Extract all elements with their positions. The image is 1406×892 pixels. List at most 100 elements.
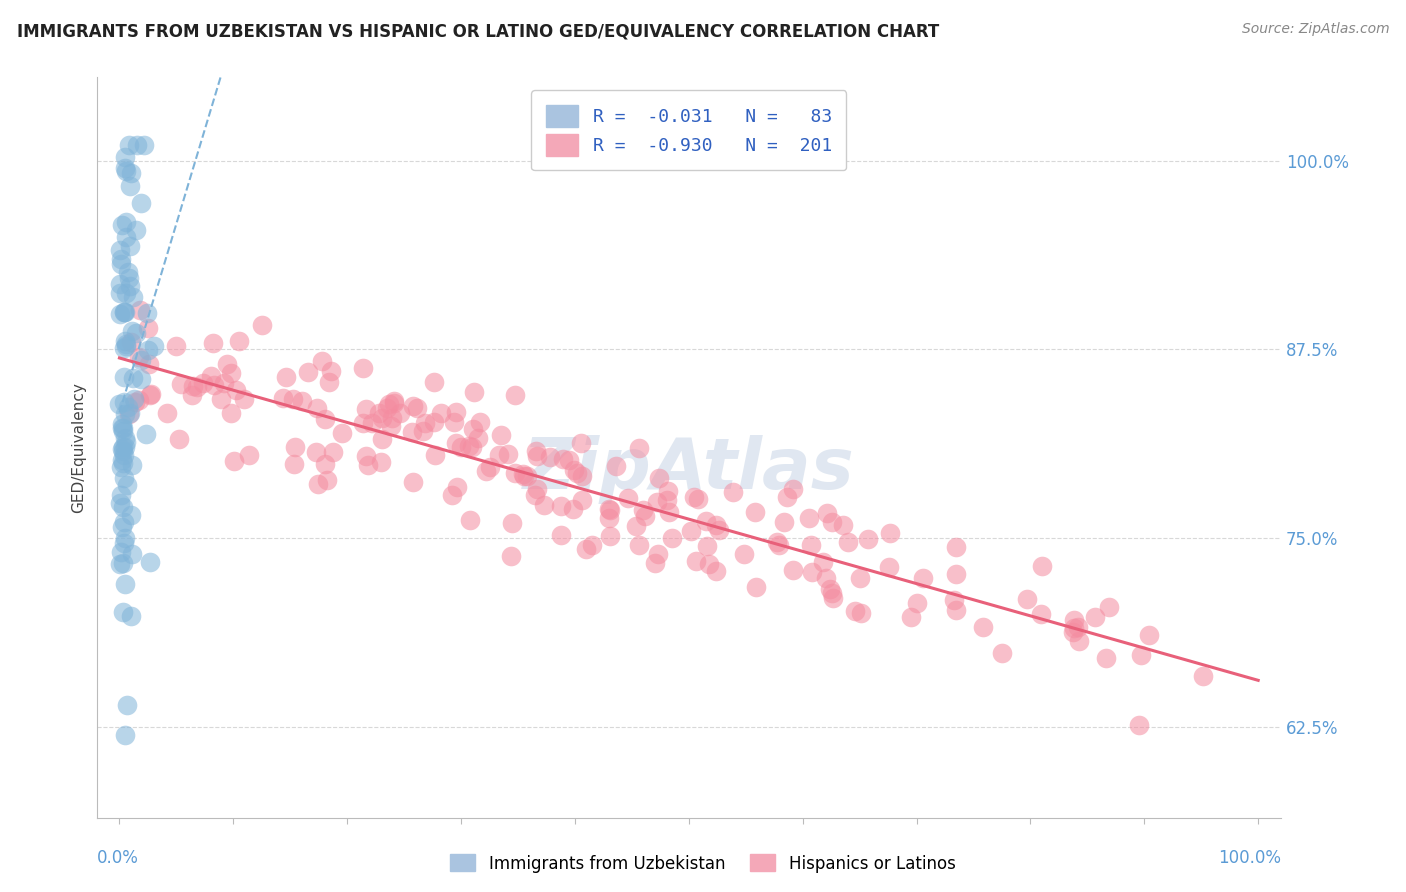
Point	[402, 399, 425, 413]
Point	[744, 506, 766, 520]
Point	[215, 358, 238, 372]
Point	[821, 591, 844, 605]
Point	[111, 442, 134, 456]
Point	[115, 478, 138, 492]
Point	[110, 488, 132, 502]
Point	[112, 516, 135, 530]
Point	[111, 440, 134, 454]
Point	[467, 431, 489, 445]
Point	[561, 501, 583, 516]
Point	[357, 458, 380, 473]
Point	[657, 483, 679, 498]
Point	[911, 571, 934, 585]
Point	[382, 396, 405, 410]
Point	[297, 365, 319, 379]
Point	[129, 302, 152, 317]
Point	[225, 383, 247, 397]
Point	[695, 514, 717, 528]
Point	[900, 610, 922, 624]
Point	[945, 603, 967, 617]
Point	[1015, 591, 1038, 606]
Point	[181, 379, 204, 393]
Text: Source: ZipAtlas.com: Source: ZipAtlas.com	[1241, 22, 1389, 37]
Point	[821, 515, 844, 529]
Point	[136, 343, 159, 358]
Point	[1137, 628, 1160, 642]
Point	[818, 582, 841, 597]
Point	[499, 549, 522, 563]
Point	[110, 218, 132, 232]
Point	[446, 436, 468, 450]
Point	[115, 339, 138, 353]
Y-axis label: GED/Equivalency: GED/Equivalency	[72, 383, 86, 513]
Point	[704, 517, 727, 532]
Point	[125, 326, 148, 340]
Point	[219, 406, 242, 420]
Point	[200, 368, 222, 383]
Point	[801, 565, 824, 579]
Point	[181, 388, 204, 402]
Point	[562, 463, 585, 477]
Point	[598, 502, 620, 516]
Point	[551, 451, 574, 466]
Point	[685, 554, 707, 568]
Point	[415, 417, 437, 431]
Point	[110, 545, 132, 559]
Point	[165, 339, 187, 353]
Point	[111, 500, 134, 515]
Point	[118, 270, 141, 285]
Point	[120, 609, 142, 624]
Point	[811, 555, 834, 569]
Point	[599, 529, 621, 543]
Point	[112, 305, 135, 319]
Point	[353, 417, 375, 431]
Point	[814, 571, 837, 585]
Point	[186, 380, 208, 394]
Point	[232, 392, 254, 406]
Point	[558, 453, 581, 467]
Point	[501, 516, 523, 530]
Point	[138, 388, 160, 402]
Point	[1062, 624, 1084, 639]
Point	[108, 285, 131, 300]
Point	[111, 421, 134, 435]
Point	[228, 334, 250, 348]
Point	[114, 440, 136, 454]
Point	[112, 471, 135, 485]
Point	[132, 138, 155, 153]
Point	[422, 415, 444, 429]
Point	[381, 411, 404, 425]
Point	[401, 425, 423, 439]
Point	[108, 277, 131, 291]
Point	[319, 364, 342, 378]
Point	[571, 492, 593, 507]
Point	[446, 479, 468, 493]
Point	[575, 542, 598, 557]
Point	[458, 513, 481, 527]
Point	[111, 605, 134, 619]
Point	[371, 433, 394, 447]
Point	[250, 318, 273, 333]
Point	[361, 416, 384, 430]
Point	[128, 393, 150, 408]
Point	[111, 452, 134, 467]
Point	[605, 458, 627, 473]
Point	[443, 415, 465, 429]
Point	[274, 370, 297, 384]
Point	[135, 426, 157, 441]
Point	[118, 279, 141, 293]
Point	[844, 604, 866, 618]
Point	[380, 418, 402, 433]
Point	[468, 415, 491, 429]
Point	[114, 230, 136, 244]
Point	[384, 394, 406, 409]
Point	[516, 469, 538, 483]
Point	[879, 526, 901, 541]
Point	[776, 490, 799, 504]
Point	[647, 547, 669, 561]
Point	[489, 428, 512, 442]
Point	[550, 499, 572, 513]
Point	[512, 467, 534, 481]
Point	[370, 455, 392, 469]
Point	[191, 376, 214, 390]
